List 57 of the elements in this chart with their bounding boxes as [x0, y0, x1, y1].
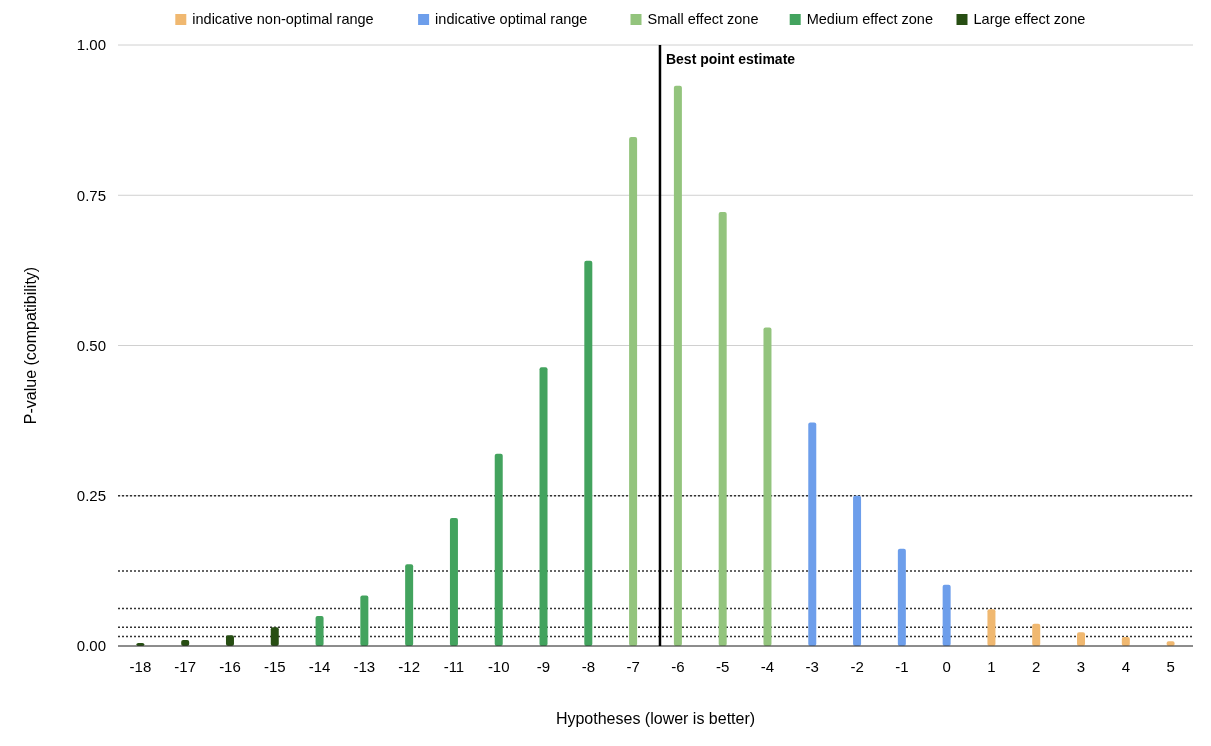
x-tick-label: -11 [443, 658, 465, 675]
x-tick-label: 2 [1032, 658, 1041, 675]
bar [315, 615, 324, 646]
x-tick-label: 3 [1076, 658, 1086, 675]
x-tick-label: -9 [536, 658, 551, 675]
x-tick-label: 0 [942, 658, 951, 675]
bar [673, 85, 682, 646]
bar [225, 635, 234, 646]
x-tick-label: -16 [219, 658, 241, 675]
y-tick-label: 0.50 [76, 336, 106, 354]
x-tick-label: -14 [308, 658, 331, 675]
x-tick-label: -1 [895, 658, 909, 675]
bar [718, 212, 727, 646]
y-tick-label: 1.00 [76, 36, 106, 54]
y-axis-title: P-value (compatibility) [22, 266, 39, 425]
bar [808, 422, 817, 646]
x-tick-label: -13 [353, 658, 376, 675]
x-tick-label: 1 [987, 658, 996, 675]
legend-label: Medium effect zone [806, 11, 933, 27]
x-tick-label: -12 [398, 658, 420, 675]
bar [629, 136, 638, 646]
bar [270, 627, 279, 646]
x-tick-label: -18 [129, 658, 152, 675]
x-tick-label: -7 [626, 658, 640, 675]
bar [449, 517, 458, 646]
bar [1077, 632, 1086, 646]
legend-label: Large effect zone [973, 11, 1086, 27]
x-tick-label: -15 [263, 658, 286, 675]
bar [942, 584, 951, 646]
legend-label: indicative non-optimal range [192, 11, 374, 27]
x-tick-label: 5 [1166, 658, 1175, 675]
bar [360, 595, 369, 646]
y-tick-label: 0.25 [76, 487, 106, 504]
bar [1032, 623, 1041, 646]
x-tick-label: -6 [671, 658, 685, 675]
x-tick-label: -17 [174, 658, 197, 675]
bar [405, 564, 414, 646]
x-tick-label: -8 [581, 658, 595, 675]
bar [539, 367, 548, 646]
x-tick-label: -4 [760, 658, 775, 675]
legend-label: indicative optimal range [435, 11, 588, 27]
x-tick-label: -5 [716, 658, 730, 675]
bar [853, 495, 862, 646]
x-tick-label: -2 [850, 658, 864, 675]
legend-label: Small effect zone [647, 11, 759, 27]
x-tick-label: 4 [1121, 658, 1130, 675]
bar [763, 327, 772, 646]
bar [897, 548, 906, 646]
y-tick-label: 0.75 [76, 186, 106, 204]
bar [584, 260, 593, 646]
x-tick-label: -3 [805, 658, 819, 675]
ref-line-label: Best point estimate [665, 51, 796, 67]
x-tick-label: -10 [487, 658, 510, 675]
bar [494, 453, 503, 646]
bar [987, 609, 996, 646]
x-axis-title: Hypotheses (lower is better) [555, 710, 756, 727]
y-tick-label: 0.00 [76, 637, 106, 655]
